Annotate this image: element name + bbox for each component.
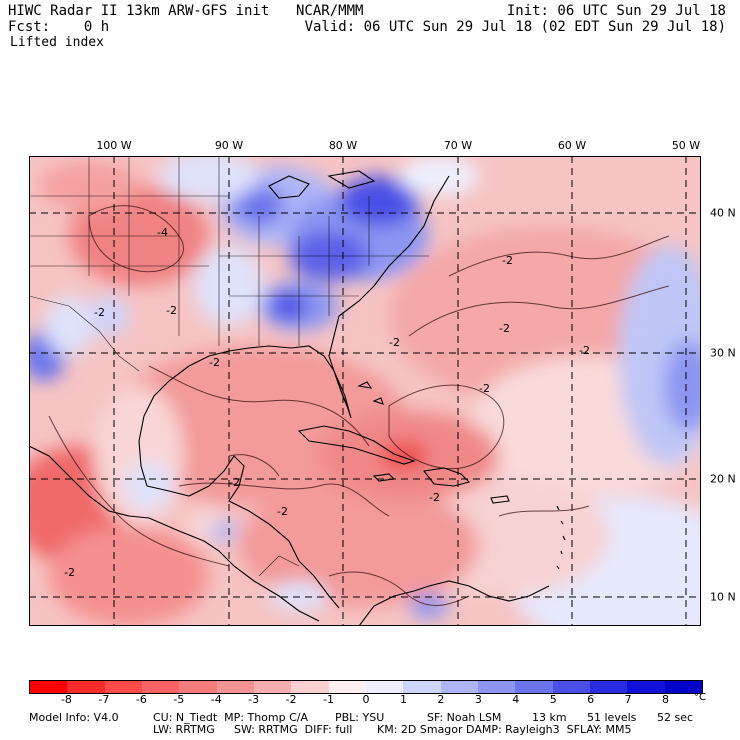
colorbar-tick-label: -5 — [173, 693, 185, 706]
contour-label: -2 — [502, 254, 513, 267]
lon-label-90w: 90 W — [214, 139, 244, 152]
lat-label-40n: 40 N — [710, 206, 736, 220]
surface-scheme: SF: Noah LSM — [427, 711, 502, 724]
lifted-index-map: -4 -2 -2 -2 -2 -2 -2 -2 -2 -2 -2 -2 -2 — [29, 156, 701, 626]
contour-label: -2 — [499, 322, 510, 335]
colorbar-tick-label: 2 — [437, 693, 445, 706]
colorbar-segment — [403, 681, 441, 693]
contour-label: -2 — [229, 476, 240, 489]
colorbar-segment — [552, 681, 590, 693]
shortwave-diffusion: SW: RRTMG DIFF: full — [234, 723, 353, 736]
lon-label-50w: 50 W — [671, 139, 701, 152]
colorbar-segment — [515, 681, 553, 693]
colorbar-segment — [664, 681, 702, 693]
colorbar-segment — [179, 681, 217, 693]
colorbar-tick-label: 4 — [512, 693, 520, 706]
colorbar-tick-label: 7 — [624, 693, 632, 706]
colorbar — [29, 680, 703, 694]
graticule — [29, 156, 701, 626]
lat-label-20n: 20 N — [710, 472, 736, 486]
colorbar-segment — [291, 681, 329, 693]
colorbar-tick-label: -4 — [210, 693, 222, 706]
model-info: Model Info: V4.0 — [29, 711, 119, 724]
contour-label: -2 — [209, 356, 220, 369]
colorbar-tick-label: -1 — [323, 693, 335, 706]
contour-label: -2 — [94, 306, 105, 319]
contour-lines — [48, 205, 670, 606]
field-name: Lifted index — [10, 35, 104, 50]
contour-label: -2 — [389, 336, 400, 349]
pbl-scheme: PBL: YSU — [335, 711, 385, 724]
timestep: 52 sec — [657, 711, 694, 724]
colorbar-segment — [104, 681, 142, 693]
colorbar-segment — [589, 681, 628, 693]
lat-label-30n: 30 N — [710, 346, 736, 360]
contour-label: -2 — [479, 382, 490, 395]
product-title: HIWC Radar II 13km ARW-GFS init — [8, 3, 270, 19]
coastlines — [29, 170, 566, 626]
colorbar-ticks: -8 -7 -6 -5 -4 -3 -2 -1 0 1 2 3 4 5 6 7 8 — [29, 693, 703, 708]
colorbar-segment — [627, 681, 665, 693]
colorbar-tick-label: 0 — [362, 693, 370, 706]
lifted-index-field — [29, 156, 701, 626]
colorbar-tick-label: -3 — [248, 693, 260, 706]
lon-label-80w: 80 W — [328, 139, 358, 152]
init-time: Init: 06 UTC Sun 29 Jul 18 — [506, 3, 726, 19]
colorbar-segment — [30, 681, 68, 693]
lon-label-70w: 70 W — [443, 139, 473, 152]
colorbar-segment — [365, 681, 404, 693]
lon-label-60w: 60 W — [557, 139, 587, 152]
colorbar-tick-label: -2 — [285, 693, 297, 706]
colorbar-tick-label: 5 — [549, 693, 557, 706]
colorbar-segment — [328, 681, 366, 693]
organization-label: NCAR/MMM — [296, 3, 364, 19]
forecast-hour: Fcst: 0 h — [8, 19, 110, 35]
cumulus-microphysics: CU: N_Tiedt MP: Thomp C/A — [153, 711, 309, 724]
contour-label: -2 — [579, 344, 590, 357]
colorbar-tick-label: -6 — [135, 693, 147, 706]
colorbar-tick-label: -7 — [98, 693, 110, 706]
colorbar-tick-label: 8 — [662, 693, 670, 706]
contour-label: -4 — [157, 226, 168, 239]
contour-label: -2 — [277, 505, 288, 518]
colorbar-tick-label: 6 — [587, 693, 595, 706]
contour-label: -2 — [64, 566, 75, 579]
colorbar-tick-label: -8 — [60, 693, 72, 706]
longwave-scheme: LW: RRTMG — [153, 723, 215, 736]
map-frame — [29, 156, 701, 626]
km-damp-sflay: KM: 2D Smagor DAMP: Rayleigh3 SFLAY: MM5 — [377, 723, 632, 736]
contour-label: -2 — [429, 491, 440, 504]
colorbar-segment — [253, 681, 292, 693]
colorbar-segment — [216, 681, 254, 693]
grid-spacing: 13 km — [532, 711, 567, 724]
contour-label-group: -4 -2 -2 -2 -2 -2 -2 -2 -2 -2 -2 -2 -2 — [64, 226, 590, 579]
colorbar-segment — [67, 681, 105, 693]
valid-time: Valid: 06 UTC Sun 29 Jul 18 (02 EDT Sun … — [304, 19, 726, 35]
colorbar-unit: °C — [694, 692, 706, 703]
lat-label-10n: 10 N — [710, 590, 736, 604]
contour-label: -2 — [166, 304, 177, 317]
vertical-levels: 51 levels — [587, 711, 637, 724]
colorbar-segment — [477, 681, 516, 693]
lon-label-100w: 100 W — [96, 139, 132, 152]
political-borders — [29, 156, 429, 577]
colorbar-segment — [141, 681, 180, 693]
colorbar-tick-label: 3 — [474, 693, 482, 706]
colorbar-segment — [440, 681, 478, 693]
colorbar-tick-label: 1 — [399, 693, 407, 706]
